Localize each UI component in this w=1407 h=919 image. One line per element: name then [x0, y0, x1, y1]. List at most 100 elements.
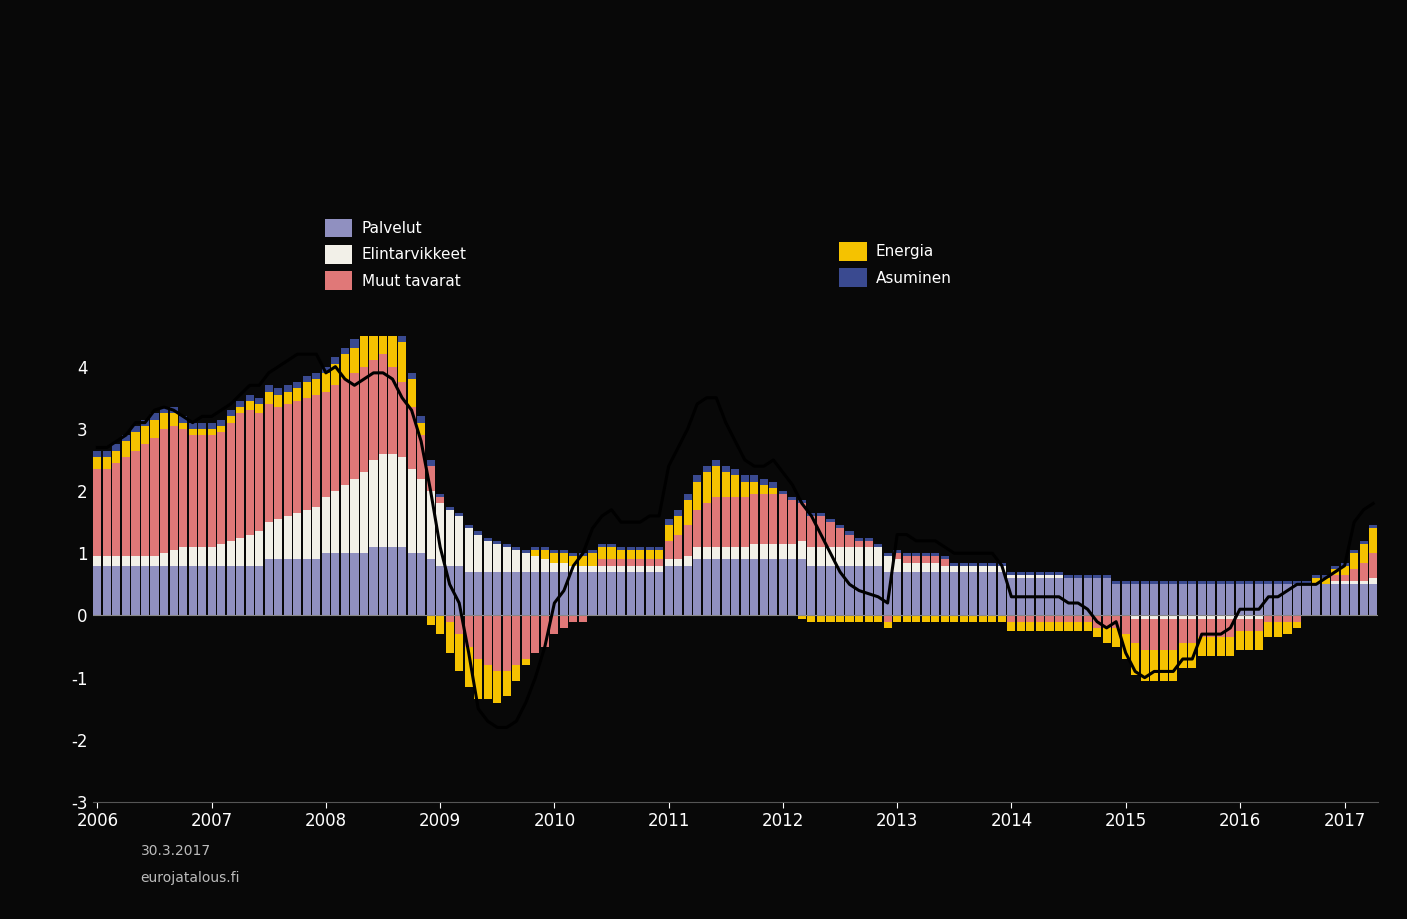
Bar — [588, 550, 597, 553]
Bar — [684, 566, 692, 616]
Bar — [588, 553, 597, 566]
Bar — [151, 556, 159, 566]
Bar — [1207, 618, 1216, 637]
Bar — [636, 572, 644, 616]
Bar — [664, 519, 673, 526]
Bar — [969, 562, 978, 566]
Bar — [893, 560, 900, 572]
Bar — [370, 460, 377, 547]
Bar — [941, 560, 948, 566]
Bar — [350, 348, 359, 373]
Bar — [303, 382, 311, 398]
Bar — [1017, 616, 1024, 621]
Bar — [340, 354, 349, 379]
Bar — [151, 419, 159, 438]
Bar — [1255, 631, 1263, 650]
Bar — [1017, 575, 1024, 578]
Bar — [1007, 621, 1016, 631]
Bar — [198, 566, 207, 616]
Bar — [141, 566, 149, 616]
Bar — [1169, 584, 1178, 616]
Bar — [255, 566, 263, 616]
Bar — [712, 466, 720, 497]
Bar — [446, 616, 453, 621]
Bar — [1217, 637, 1225, 656]
Bar — [1245, 618, 1254, 631]
Bar — [550, 616, 559, 634]
Bar — [903, 616, 910, 621]
Bar — [1273, 584, 1282, 616]
Bar — [1121, 634, 1130, 659]
Bar — [912, 572, 920, 616]
Bar — [855, 616, 862, 621]
Bar — [1131, 643, 1140, 675]
Bar — [826, 616, 834, 621]
Bar — [198, 547, 207, 566]
Bar — [626, 566, 635, 572]
Bar — [1131, 618, 1140, 643]
Bar — [1103, 578, 1110, 616]
Bar — [1369, 553, 1377, 578]
Bar — [770, 482, 778, 488]
Bar — [684, 500, 692, 526]
Bar — [578, 556, 587, 566]
Bar — [1293, 581, 1301, 584]
Bar — [808, 516, 816, 547]
Bar — [941, 572, 948, 616]
Bar — [303, 510, 311, 560]
Bar — [360, 472, 369, 553]
Bar — [1055, 578, 1064, 616]
Bar — [608, 547, 616, 560]
Bar — [274, 407, 283, 519]
Bar — [732, 547, 739, 560]
Bar — [1017, 578, 1024, 616]
Bar — [578, 616, 587, 621]
Bar — [113, 463, 121, 556]
Bar — [674, 560, 682, 566]
Bar — [1179, 584, 1186, 616]
Bar — [426, 491, 435, 560]
Bar — [1179, 618, 1186, 643]
Bar — [512, 616, 521, 665]
Bar — [179, 429, 187, 547]
Bar — [1026, 616, 1034, 621]
Bar — [360, 333, 369, 367]
Bar — [1169, 581, 1178, 584]
Bar — [884, 556, 892, 572]
Bar — [922, 572, 930, 616]
Bar — [1245, 581, 1254, 584]
Bar — [1369, 528, 1377, 553]
Bar — [131, 566, 139, 616]
Bar — [1321, 578, 1330, 584]
Bar — [931, 616, 940, 621]
Bar — [284, 516, 291, 560]
Bar — [598, 547, 606, 560]
Bar — [950, 566, 958, 572]
Bar — [236, 538, 245, 566]
Bar — [217, 544, 225, 566]
Bar — [370, 311, 377, 320]
Bar — [979, 566, 986, 572]
Bar — [1293, 616, 1301, 621]
Bar — [740, 482, 749, 497]
Bar — [151, 438, 159, 556]
Bar — [1293, 584, 1301, 616]
Bar — [836, 526, 844, 528]
Bar — [160, 429, 167, 553]
Bar — [293, 389, 301, 401]
Bar — [588, 566, 597, 572]
Bar — [1007, 616, 1016, 621]
Bar — [426, 466, 435, 491]
Bar — [570, 553, 577, 556]
Bar — [1150, 618, 1158, 650]
Bar — [722, 547, 730, 560]
Bar — [779, 491, 787, 494]
Bar — [1351, 553, 1358, 569]
Bar — [1026, 572, 1034, 575]
Bar — [855, 566, 862, 616]
Bar — [817, 516, 825, 547]
Bar — [836, 547, 844, 566]
Bar — [1055, 616, 1064, 621]
Bar — [1217, 616, 1225, 618]
Bar — [189, 435, 197, 547]
